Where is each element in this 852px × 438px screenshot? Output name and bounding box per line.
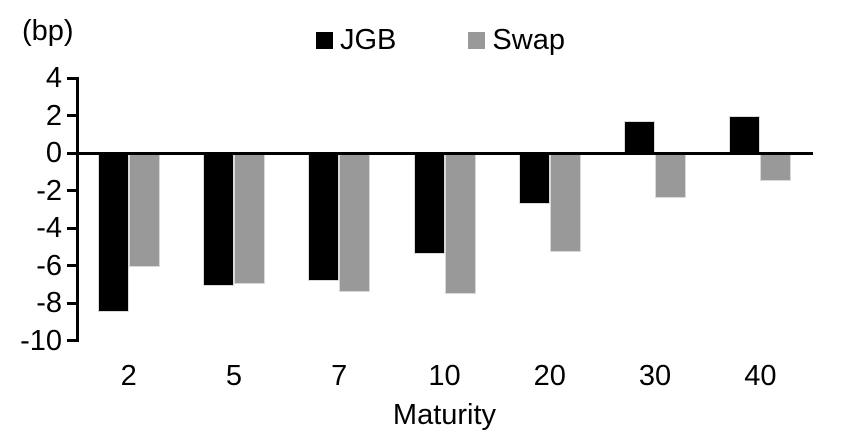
bar-jgb-40: [729, 115, 761, 153]
y-tick-label-0: 0: [45, 137, 62, 169]
bar-jgb-2: [97, 153, 129, 313]
bar-swap-30: [655, 153, 687, 198]
y-tick-label--6: -6: [36, 249, 62, 282]
y-tick-label--10: -10: [20, 324, 62, 357]
bar-jgb-10: [413, 153, 445, 255]
y-tick-label-2: 2: [45, 99, 62, 132]
bar-jgb-20: [518, 153, 550, 204]
legend-label-jgb: JGB: [340, 24, 397, 56]
bar-swap-10: [444, 153, 476, 294]
legend-swatch-jgb: [316, 31, 333, 49]
x-tick-label-5: 5: [225, 360, 242, 392]
bar-swap-2: [128, 153, 160, 268]
y-axis-unit-label: (bp): [22, 15, 74, 47]
y-tick-label--2: -2: [36, 174, 62, 207]
y-tick-mark-2: [66, 114, 76, 117]
y-tick-mark--8: [66, 301, 76, 305]
bar-swap-5: [233, 153, 265, 285]
zero-axis-line: [75, 151, 813, 155]
x-tick-label-40: 40: [744, 360, 777, 392]
y-tick-label--8: -8: [36, 287, 62, 319]
legend-label-swap: Swap: [492, 24, 565, 56]
x-tick-label-2: 2: [120, 360, 137, 392]
x-tick-label-20: 20: [533, 360, 566, 392]
bar-swap-20: [549, 153, 581, 253]
x-tick-label-7: 7: [331, 360, 348, 392]
bar-jgb-30: [624, 121, 656, 153]
y-tick-mark--2: [66, 189, 76, 192]
bar-swap-7: [339, 153, 371, 292]
legend-item-jgb: JGB: [316, 25, 396, 55]
y-tick-label--4: -4: [36, 212, 62, 244]
y-tick-label-4: 4: [45, 62, 62, 94]
bar-swap-40: [760, 153, 792, 182]
bar-jgb-7: [308, 153, 340, 281]
x-tick-label-30: 30: [638, 360, 672, 392]
bar-jgb-5: [202, 153, 234, 287]
legend-swatch-swap: [468, 31, 486, 49]
y-tick-mark-4: [66, 76, 76, 80]
y-tick-mark--4: [66, 226, 76, 230]
x-tick-label-10: 10: [428, 360, 461, 392]
y-tick-mark--10: [66, 339, 76, 342]
y-tick-mark-0: [66, 151, 76, 155]
x-axis-title: Maturity: [392, 399, 497, 431]
legend-item-swap: Swap: [468, 25, 565, 55]
legend: JGB Swap: [316, 25, 565, 55]
y-axis-line: [75, 76, 79, 342]
y-tick-mark--6: [66, 264, 76, 267]
